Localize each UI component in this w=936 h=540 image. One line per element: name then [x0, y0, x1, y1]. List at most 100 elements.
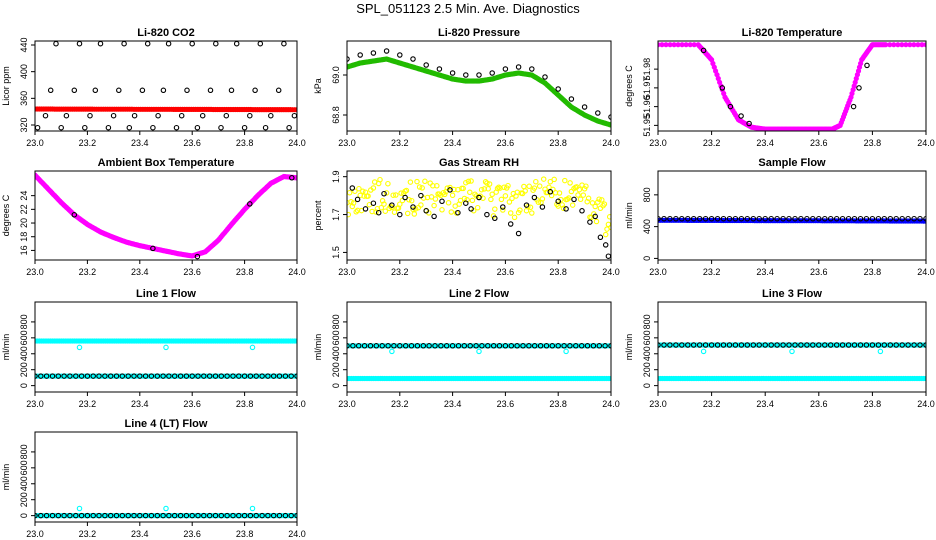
data-point: [905, 342, 911, 348]
data-point: [515, 230, 522, 237]
data-point: [463, 179, 469, 186]
data-point: [455, 209, 461, 216]
data-point: [294, 338, 297, 344]
data-point: [514, 343, 520, 349]
data-point: [73, 373, 79, 379]
data-points: [35, 172, 297, 260]
x-tick-label: 23.8: [236, 138, 254, 148]
data-point: [506, 199, 513, 205]
data-point: [230, 512, 236, 519]
chart-title: Line 1 Flow: [136, 288, 196, 300]
chart-panel-sample-flow: Sample Flow ml/min 23.0 23.2 23.4 23.6 23.8 24.…: [624, 157, 935, 277]
data-point: [408, 197, 415, 204]
data-point: [719, 85, 726, 91]
data-point: [732, 342, 739, 348]
data-point: [233, 41, 240, 47]
x-tick-label: 23.2: [391, 267, 409, 277]
x-tick-label: 23.2: [703, 267, 721, 277]
data-point: [529, 66, 535, 72]
data-point: [580, 192, 587, 198]
data-point: [869, 342, 876, 348]
data-point: [259, 512, 265, 519]
x-tick-label: 24.0: [602, 399, 620, 409]
series-1: [71, 175, 295, 260]
data-point: [756, 215, 762, 222]
y-tick-label: 600: [19, 330, 29, 345]
data-point: [768, 215, 774, 222]
data-point: [502, 66, 509, 72]
data-point: [354, 196, 361, 203]
data-point: [42, 112, 49, 119]
x-tick-label: 23.6: [810, 399, 828, 409]
data-point: [163, 505, 169, 512]
data-point: [539, 196, 546, 202]
data-point: [352, 188, 358, 194]
data-point: [685, 342, 691, 348]
data-point: [407, 179, 414, 185]
data-point: [700, 348, 707, 355]
data-point: [90, 373, 96, 379]
data-point: [485, 186, 491, 192]
data-point: [212, 373, 219, 379]
data-point: [353, 209, 359, 215]
x-axis: 23.0 23.2 23.4 23.6 23.8 24.0: [338, 260, 620, 277]
x-tick-label: 23.0: [338, 267, 356, 277]
data-point: [448, 209, 455, 215]
data-point: [418, 202, 424, 208]
data-point: [107, 512, 114, 519]
data-point: [177, 512, 184, 519]
data-point: [502, 193, 509, 199]
chart-title: Sample Flow: [758, 157, 826, 169]
data-point: [899, 215, 905, 222]
data-point: [899, 42, 905, 48]
data-point: [97, 41, 104, 47]
data-point: [520, 343, 526, 349]
data-point: [399, 197, 406, 204]
data-point: [562, 177, 568, 184]
data-point: [563, 206, 569, 212]
data-point: [142, 512, 149, 519]
series-0: [658, 375, 926, 382]
data-point: [509, 195, 515, 202]
data-point: [786, 342, 792, 348]
data-points: [658, 215, 926, 224]
data-point: [744, 215, 751, 222]
data-point: [708, 342, 715, 348]
data-point: [608, 122, 611, 128]
data-point: [38, 512, 44, 519]
data-point: [439, 198, 445, 205]
data-point: [441, 191, 448, 198]
data-point: [431, 202, 437, 209]
data-point: [67, 512, 73, 519]
data-point: [864, 62, 870, 69]
y-tick-label: 0: [642, 256, 652, 261]
data-point: [397, 211, 403, 218]
data-point: [438, 343, 444, 349]
data-point: [173, 124, 180, 131]
data-point: [523, 202, 530, 208]
data-point: [92, 87, 99, 94]
y-tick-label: 1.9: [331, 170, 341, 183]
data-point: [383, 48, 390, 54]
data-point: [423, 62, 429, 68]
x-tick-label: 23.0: [26, 399, 44, 409]
data-point: [468, 178, 474, 184]
data-point: [469, 197, 476, 204]
x-axis: 23.0 23.2 23.4 23.6 23.8 24.0: [26, 522, 306, 539]
data-point: [163, 344, 169, 351]
y-tick-label: 320: [19, 117, 29, 132]
data-point: [816, 215, 822, 222]
y-axis-label: ml/min: [624, 202, 634, 229]
data-point: [863, 215, 870, 222]
data-point: [877, 348, 884, 355]
data-point: [663, 42, 669, 48]
data-point: [774, 215, 780, 222]
y-tick-label: 22: [19, 204, 29, 214]
data-point: [432, 196, 439, 202]
data-point: [567, 343, 573, 349]
series-2: [658, 342, 926, 348]
data-point: [35, 512, 38, 519]
data-point: [119, 373, 126, 379]
data-point: [189, 373, 195, 379]
